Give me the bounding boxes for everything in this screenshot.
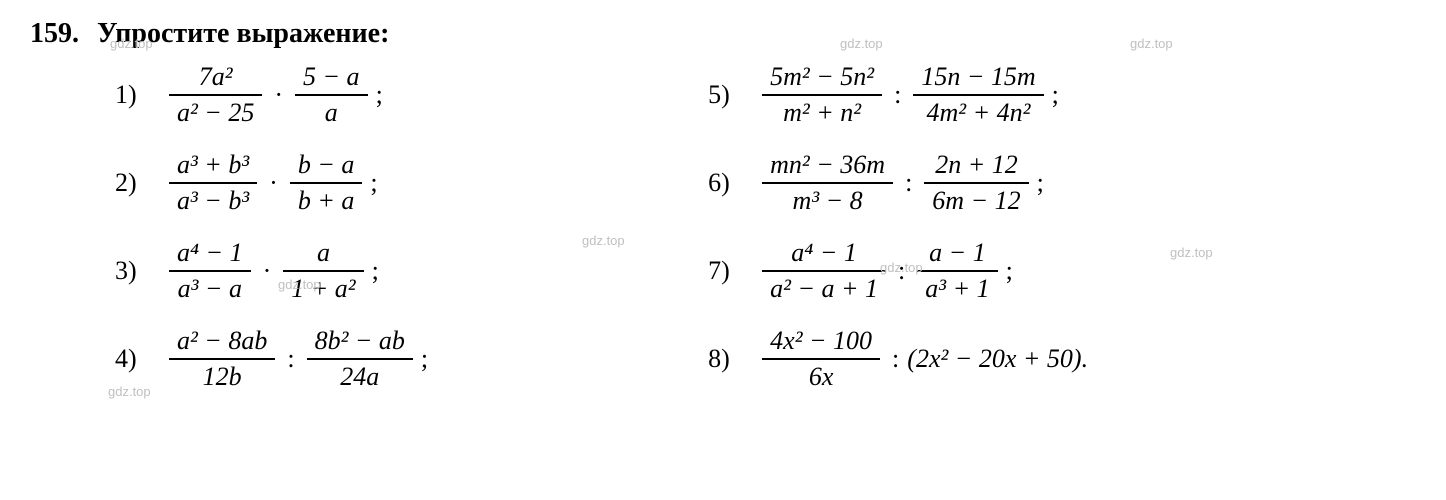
denominator: a³ − b³ [169,184,257,218]
numerator: a⁴ − 1 [783,236,865,270]
math-expression: a² − 8ab 12b : 8b² − ab 24a ; [165,324,428,394]
item-5: 5) 5m² − 5n² m² + n² : 15n − 15m 4m² + 4… [708,60,1088,130]
denominator: b + a [290,184,363,218]
denominator: 6m − 12 [924,184,1028,218]
fraction: 15n − 15m 4m² + 4n² [913,60,1043,130]
numerator: 8b² − ab [307,324,413,358]
header-row: 159. Упростите выражение: [30,18,1416,50]
denominator: 24a [332,360,387,394]
item-number: 6) [708,168,746,198]
fraction: 5m² − 5n² m² + n² [762,60,882,130]
item-2: 2) a³ + b³ a³ − b³ · b − a b + a ; [115,148,428,218]
denominator: a² − 25 [169,96,262,130]
numerator: a² − 8ab [169,324,275,358]
denominator: a [317,96,346,130]
denominator: 1 + a² [283,272,363,306]
operator: · [263,256,272,286]
numerator: 2n + 12 [927,148,1026,182]
fraction: a 1 + a² [283,236,363,306]
terminator: ; [1052,80,1059,110]
numerator: mn² − 36m [762,148,893,182]
operator: : [905,168,912,198]
numerator: a³ + b³ [169,148,257,182]
math-expression: a⁴ − 1 a³ − a · a 1 + a² ; [165,236,379,306]
item-number: 3) [115,256,153,286]
fraction: 5 − a a [295,60,368,130]
item-number: 5) [708,80,746,110]
denominator: a³ + 1 [917,272,997,306]
numerator: 4x² − 100 [762,324,880,358]
denominator: a³ − a [170,272,250,306]
terminator: ; [370,168,377,198]
numerator: a [309,236,338,270]
item-3: 3) a⁴ − 1 a³ − a · a 1 + a² ; [115,236,428,306]
item-4: 4) a² − 8ab 12b : 8b² − ab 24a ; [115,324,428,394]
numerator: a⁴ − 1 [169,236,251,270]
operator: · [269,168,278,198]
fraction: a² − 8ab 12b [169,324,275,394]
denominator: a² − a + 1 [762,272,886,306]
operator: : [898,256,905,286]
numerator: 5 − a [295,60,368,94]
fraction: a − 1 a³ + 1 [917,236,997,306]
fraction: mn² − 36m m³ − 8 [762,148,893,218]
item-number: 8) [708,344,746,374]
fraction: b − a b + a [290,148,363,218]
fraction: a⁴ − 1 a³ − a [169,236,251,306]
item-7: 7) a⁴ − 1 a² − a + 1 : a − 1 a³ + 1 ; [708,236,1088,306]
denominator: m² + n² [775,96,869,130]
math-expression: mn² − 36m m³ − 8 : 2n + 12 6m − 12 ; [758,148,1044,218]
math-expression: 7a² a² − 25 · 5 − a a ; [165,60,383,130]
denominator: 6x [801,360,842,394]
fraction: 7a² a² − 25 [169,60,262,130]
fraction: a⁴ − 1 a² − a + 1 [762,236,886,306]
math-expression: a⁴ − 1 a² − a + 1 : a − 1 a³ + 1 ; [758,236,1013,306]
terminator: ; [1006,256,1013,286]
operator: : [287,344,294,374]
left-column: 1) 7a² a² − 25 · 5 − a a ; 2) [115,60,428,412]
numerator: 5m² − 5n² [762,60,882,94]
item-number: 2) [115,168,153,198]
terminator: ; [376,80,383,110]
item-1: 1) 7a² a² − 25 · 5 − a a ; [115,60,428,130]
fraction: 8b² − ab 24a [307,324,413,394]
math-expression: a³ + b³ a³ − b³ · b − a b + a ; [165,148,378,218]
denominator: 12b [195,360,250,394]
numerator: 7a² [191,60,241,94]
terminator: ; [421,344,428,374]
tail-expression: (2x² − 20x + 50). [907,344,1088,374]
numerator: a − 1 [921,236,994,270]
problem-title: Упростите выражение: [97,18,389,50]
fraction: a³ + b³ a³ − b³ [169,148,257,218]
item-number: 4) [115,344,153,374]
right-column: 5) 5m² − 5n² m² + n² : 15n − 15m 4m² + 4… [508,60,1088,412]
math-expression: 5m² − 5n² m² + n² : 15n − 15m 4m² + 4n² … [758,60,1059,130]
numerator: 15n − 15m [913,60,1043,94]
math-expression: 4x² − 100 6x : (2x² − 20x + 50). [758,324,1088,394]
fraction: 2n + 12 6m − 12 [924,148,1028,218]
denominator: m³ − 8 [785,184,871,218]
problem-number: 159. [30,18,79,50]
item-number: 1) [115,80,153,110]
columns-container: 1) 7a² a² − 25 · 5 − a a ; 2) [30,60,1416,412]
fraction: 4x² − 100 6x [762,324,880,394]
numerator: b − a [290,148,363,182]
operator: : [894,80,901,110]
terminator: ; [372,256,379,286]
item-6: 6) mn² − 36m m³ − 8 : 2n + 12 6m − 12 ; [708,148,1088,218]
denominator: 4m² + 4n² [919,96,1039,130]
item-number: 7) [708,256,746,286]
operator: : [892,344,899,374]
operator: · [274,80,283,110]
item-8: 8) 4x² − 100 6x : (2x² − 20x + 50). [708,324,1088,394]
terminator: ; [1037,168,1044,198]
